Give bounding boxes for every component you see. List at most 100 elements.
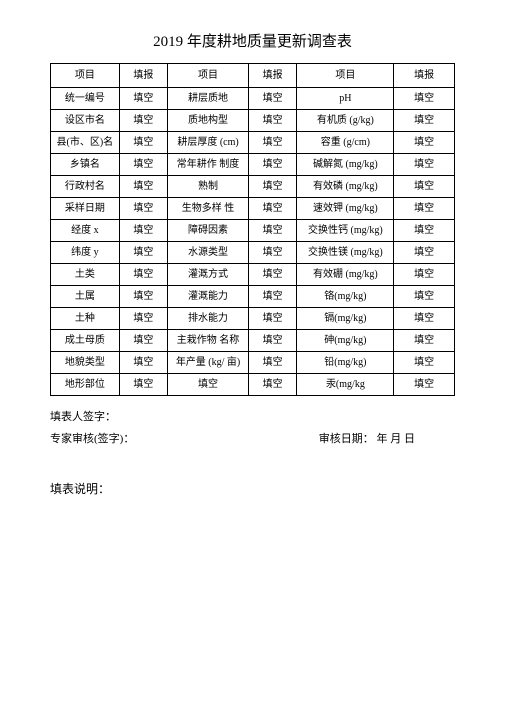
fill-value-cell: 填空 (119, 374, 167, 396)
table-row: 乡镇名填空常年耕作 制度填空碱解氮 (mg/kg)填空 (51, 154, 455, 176)
audit-date-label: 审核日期： 年 月 日 (319, 428, 415, 450)
item-label-cell: 地形部位 (51, 374, 120, 396)
fill-value-cell: 填空 (394, 264, 455, 286)
item-label-cell: 铅(mg/kg) (297, 352, 394, 374)
fill-value-cell: 填空 (248, 264, 296, 286)
item-label-cell: 土属 (51, 286, 120, 308)
fill-value-cell: 填空 (394, 374, 455, 396)
item-label-cell: 行政村名 (51, 176, 120, 198)
fill-value-cell: 填空 (119, 198, 167, 220)
item-label-cell: 速效钾 (mg/kg) (297, 198, 394, 220)
table-row: 统一编号填空耕层质地填空pH填空 (51, 88, 455, 110)
item-label-cell: 经度 x (51, 220, 120, 242)
column-header: 填报 (119, 64, 167, 88)
fill-value-cell: 填空 (248, 286, 296, 308)
column-header: 项目 (297, 64, 394, 88)
item-label-cell: 填空 (168, 374, 249, 396)
column-header: 填报 (248, 64, 296, 88)
item-label-cell: 设区市名 (51, 110, 120, 132)
item-label-cell: 生物多样 性 (168, 198, 249, 220)
item-label-cell: 质地构型 (168, 110, 249, 132)
item-label-cell: 有机质 (g/kg) (297, 110, 394, 132)
fill-value-cell: 填空 (248, 374, 296, 396)
item-label-cell: 有效磷 (mg/kg) (297, 176, 394, 198)
fill-value-cell: 填空 (119, 242, 167, 264)
item-label-cell: 砷(mg/kg) (297, 330, 394, 352)
table-row: 县(市、区)名填空耕层厚度 (cm)填空容重 (g/cm)填空 (51, 132, 455, 154)
fill-value-cell: 填空 (248, 242, 296, 264)
fill-value-cell: 填空 (119, 110, 167, 132)
page-container: 2019 年度耕地质量更新调查表 项目填报项目填报项目填报统一编号填空耕层质地填… (0, 0, 505, 517)
fill-value-cell: 填空 (119, 308, 167, 330)
fill-value-cell: 填空 (119, 154, 167, 176)
table-row: 采样日期填空生物多样 性填空速效钾 (mg/kg)填空 (51, 198, 455, 220)
item-label-cell: 主栽作物 名称 (168, 330, 249, 352)
fill-value-cell: 填空 (119, 176, 167, 198)
table-row: 地貌类型填空年产量 (kg/ 亩)填空铅(mg/kg)填空 (51, 352, 455, 374)
item-label-cell: 土种 (51, 308, 120, 330)
table-row: 行政村名填空熟制填空有效磷 (mg/kg)填空 (51, 176, 455, 198)
table-row: 土属填空灌溉能力填空铬(mg/kg)填空 (51, 286, 455, 308)
fill-value-cell: 填空 (248, 308, 296, 330)
item-label-cell: 灌溉方式 (168, 264, 249, 286)
item-label-cell: 碱解氮 (mg/kg) (297, 154, 394, 176)
item-label-cell: 成土母质 (51, 330, 120, 352)
item-label-cell: 乡镇名 (51, 154, 120, 176)
fill-value-cell: 填空 (248, 330, 296, 352)
fill-value-cell: 填空 (394, 330, 455, 352)
fill-value-cell: 填空 (119, 352, 167, 374)
table-row: 经度 x填空障碍因素填空交换性钙 (mg/kg)填空 (51, 220, 455, 242)
document-title: 2019 年度耕地质量更新调查表 (50, 30, 455, 51)
fill-value-cell: 填空 (394, 220, 455, 242)
fill-value-cell: 填空 (248, 88, 296, 110)
item-label-cell: 容重 (g/cm) (297, 132, 394, 154)
fill-value-cell: 填空 (394, 242, 455, 264)
fill-value-cell: 填空 (248, 110, 296, 132)
fill-value-cell: 填空 (248, 132, 296, 154)
fill-value-cell: 填空 (394, 308, 455, 330)
item-label-cell: pH (297, 88, 394, 110)
explain-label: 填表说明： (50, 480, 455, 497)
item-label-cell: 汞(mg/kg (297, 374, 394, 396)
fill-value-cell: 填空 (394, 132, 455, 154)
signature-block: 填表人签字： 专家审核(签字)： 审核日期： 年 月 日 (50, 406, 455, 450)
table-row: 土种填空排水能力填空镉(mg/kg)填空 (51, 308, 455, 330)
item-label-cell: 耕层质地 (168, 88, 249, 110)
column-header: 填报 (394, 64, 455, 88)
fill-value-cell: 填空 (394, 154, 455, 176)
item-label-cell: 灌溉能力 (168, 286, 249, 308)
fill-value-cell: 填空 (248, 176, 296, 198)
column-header: 项目 (168, 64, 249, 88)
fill-value-cell: 填空 (119, 330, 167, 352)
item-label-cell: 排水能力 (168, 308, 249, 330)
item-label-cell: 纬度 y (51, 242, 120, 264)
item-label-cell: 水源类型 (168, 242, 249, 264)
item-label-cell: 常年耕作 制度 (168, 154, 249, 176)
item-label-cell: 有效硼 (mg/kg) (297, 264, 394, 286)
fill-value-cell: 填空 (248, 220, 296, 242)
item-label-cell: 地貌类型 (51, 352, 120, 374)
fill-value-cell: 填空 (119, 220, 167, 242)
survey-table: 项目填报项目填报项目填报统一编号填空耕层质地填空pH填空设区市名填空质地构型填空… (50, 63, 455, 396)
item-label-cell: 交换性钙 (mg/kg) (297, 220, 394, 242)
fill-value-cell: 填空 (394, 110, 455, 132)
item-label-cell: 熟制 (168, 176, 249, 198)
item-label-cell: 铬(mg/kg) (297, 286, 394, 308)
table-row: 土类填空灌溉方式填空有效硼 (mg/kg)填空 (51, 264, 455, 286)
filler-sign-label: 填表人签字： (50, 406, 455, 428)
fill-value-cell: 填空 (394, 352, 455, 374)
item-label-cell: 统一编号 (51, 88, 120, 110)
item-label-cell: 土类 (51, 264, 120, 286)
item-label-cell: 县(市、区)名 (51, 132, 120, 154)
fill-value-cell: 填空 (248, 198, 296, 220)
item-label-cell: 镉(mg/kg) (297, 308, 394, 330)
fill-value-cell: 填空 (394, 198, 455, 220)
item-label-cell: 交换性镁 (mg/kg) (297, 242, 394, 264)
fill-value-cell: 填空 (119, 88, 167, 110)
fill-value-cell: 填空 (119, 132, 167, 154)
table-row: 纬度 y填空水源类型填空交换性镁 (mg/kg)填空 (51, 242, 455, 264)
fill-value-cell: 填空 (119, 286, 167, 308)
fill-value-cell: 填空 (248, 154, 296, 176)
item-label-cell: 障碍因素 (168, 220, 249, 242)
fill-value-cell: 填空 (394, 176, 455, 198)
